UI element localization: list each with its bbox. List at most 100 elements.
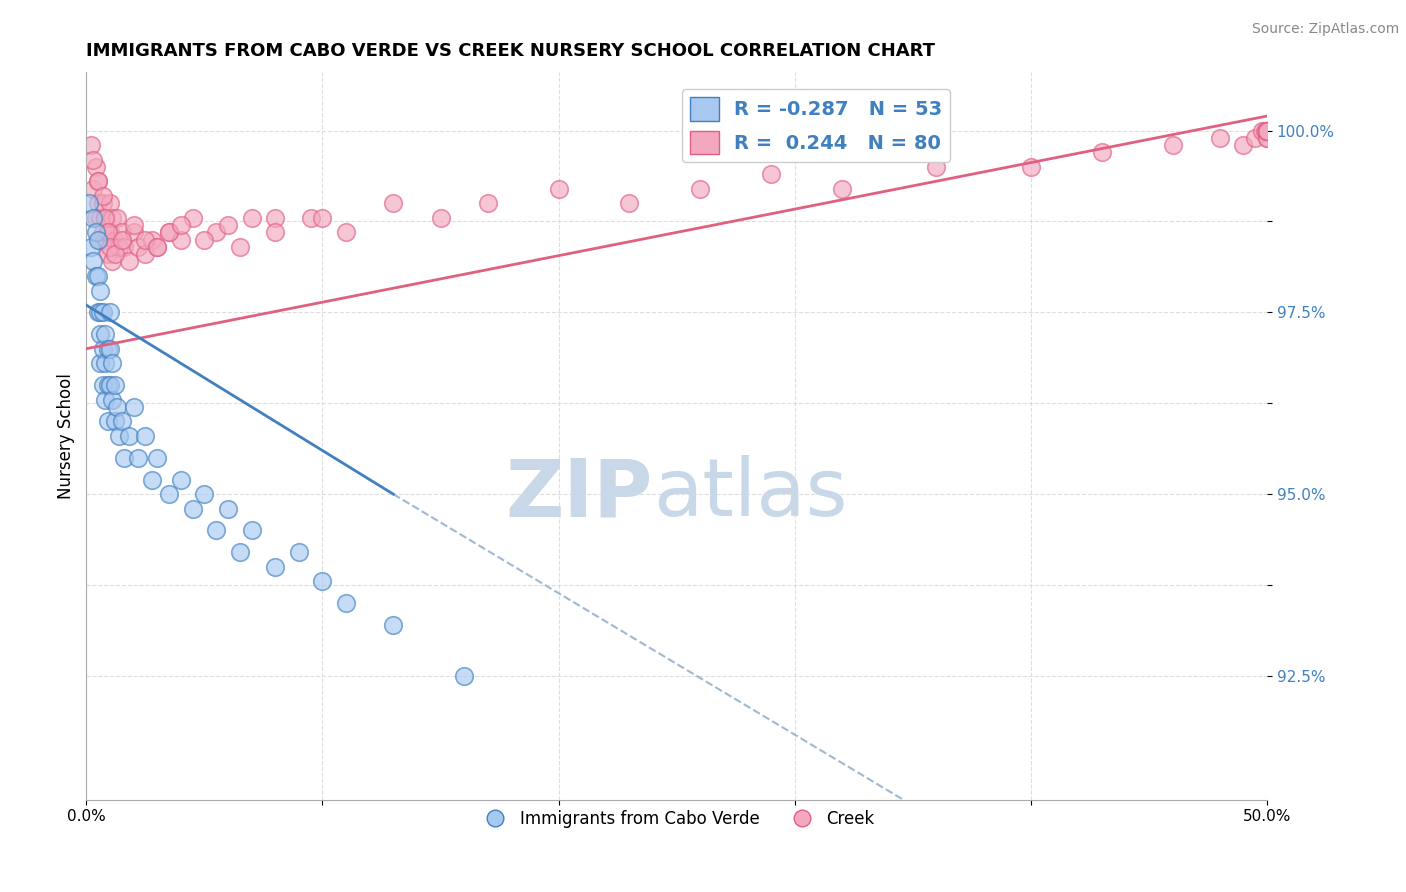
Point bbox=[112, 450, 135, 465]
Point bbox=[91, 226, 114, 240]
Point bbox=[1251, 123, 1274, 137]
Y-axis label: Nursery School: Nursery School bbox=[58, 373, 75, 499]
Point bbox=[146, 240, 169, 254]
Point bbox=[1256, 123, 1278, 137]
Point bbox=[84, 268, 107, 283]
Point bbox=[87, 174, 110, 188]
Point bbox=[87, 233, 110, 247]
Point bbox=[240, 524, 263, 538]
Point bbox=[82, 182, 104, 196]
Point bbox=[84, 211, 107, 225]
Point bbox=[98, 305, 121, 319]
Point bbox=[101, 254, 124, 268]
Point bbox=[122, 218, 145, 232]
Text: atlas: atlas bbox=[652, 455, 848, 533]
Point bbox=[217, 501, 239, 516]
Point bbox=[87, 196, 110, 211]
Point bbox=[759, 167, 782, 181]
Point bbox=[91, 189, 114, 203]
Point bbox=[94, 327, 117, 342]
Point bbox=[82, 211, 104, 225]
Point bbox=[146, 450, 169, 465]
Point bbox=[170, 218, 193, 232]
Text: Source: ZipAtlas.com: Source: ZipAtlas.com bbox=[1251, 22, 1399, 37]
Point bbox=[1256, 123, 1278, 137]
Point bbox=[111, 414, 134, 428]
Point bbox=[382, 196, 405, 211]
Point bbox=[382, 618, 405, 632]
Point bbox=[134, 247, 156, 261]
Point bbox=[181, 211, 204, 225]
Point bbox=[91, 342, 114, 356]
Point bbox=[1256, 123, 1278, 137]
Point bbox=[94, 392, 117, 407]
Point bbox=[146, 240, 169, 254]
Point bbox=[104, 414, 127, 428]
Point bbox=[89, 305, 111, 319]
Legend: Immigrants from Cabo Verde, Creek: Immigrants from Cabo Verde, Creek bbox=[472, 804, 882, 835]
Point bbox=[1232, 138, 1254, 153]
Point bbox=[80, 240, 103, 254]
Point bbox=[1256, 131, 1278, 145]
Point bbox=[96, 342, 118, 356]
Point bbox=[157, 226, 180, 240]
Point bbox=[94, 211, 117, 225]
Point bbox=[1161, 138, 1184, 153]
Point bbox=[619, 196, 641, 211]
Point bbox=[104, 233, 127, 247]
Point bbox=[127, 450, 149, 465]
Point bbox=[108, 240, 131, 254]
Point bbox=[193, 233, 215, 247]
Point bbox=[89, 233, 111, 247]
Point bbox=[108, 429, 131, 443]
Point bbox=[98, 226, 121, 240]
Point bbox=[299, 211, 322, 225]
Point bbox=[1256, 131, 1278, 145]
Point bbox=[96, 226, 118, 240]
Point bbox=[84, 226, 107, 240]
Point bbox=[229, 240, 252, 254]
Point bbox=[134, 233, 156, 247]
Point bbox=[205, 226, 228, 240]
Point bbox=[118, 254, 141, 268]
Point bbox=[91, 305, 114, 319]
Point bbox=[104, 378, 127, 392]
Point bbox=[101, 211, 124, 225]
Point bbox=[127, 240, 149, 254]
Point bbox=[101, 356, 124, 370]
Point bbox=[335, 596, 357, 610]
Point bbox=[87, 305, 110, 319]
Point bbox=[94, 233, 117, 247]
Point bbox=[311, 574, 333, 589]
Point bbox=[111, 233, 134, 247]
Point bbox=[94, 211, 117, 225]
Text: ZIP: ZIP bbox=[506, 455, 652, 533]
Point bbox=[98, 196, 121, 211]
Point bbox=[98, 240, 121, 254]
Point bbox=[105, 400, 128, 414]
Point bbox=[264, 226, 287, 240]
Point bbox=[89, 356, 111, 370]
Point bbox=[82, 254, 104, 268]
Point bbox=[288, 545, 311, 559]
Point bbox=[157, 487, 180, 501]
Point bbox=[96, 247, 118, 261]
Point bbox=[429, 211, 451, 225]
Point bbox=[925, 160, 948, 174]
Point bbox=[157, 226, 180, 240]
Point bbox=[170, 233, 193, 247]
Point bbox=[77, 196, 100, 211]
Point bbox=[264, 559, 287, 574]
Point bbox=[96, 378, 118, 392]
Text: IMMIGRANTS FROM CABO VERDE VS CREEK NURSERY SCHOOL CORRELATION CHART: IMMIGRANTS FROM CABO VERDE VS CREEK NURS… bbox=[86, 42, 935, 60]
Point bbox=[335, 226, 357, 240]
Point bbox=[141, 473, 163, 487]
Point bbox=[134, 429, 156, 443]
Point bbox=[1244, 131, 1267, 145]
Point bbox=[205, 524, 228, 538]
Point bbox=[547, 182, 569, 196]
Point bbox=[98, 378, 121, 392]
Point bbox=[264, 211, 287, 225]
Point bbox=[105, 211, 128, 225]
Point bbox=[1256, 123, 1278, 137]
